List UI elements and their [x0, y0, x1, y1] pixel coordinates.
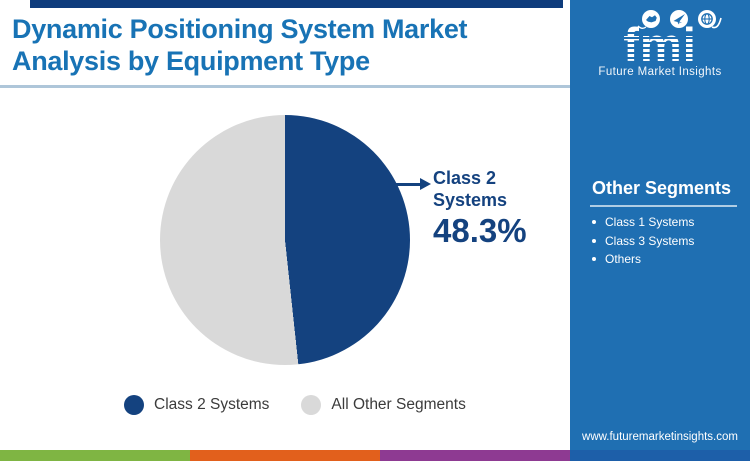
- footer-stripe-orange: [190, 450, 380, 461]
- legend-label-class2: Class 2 Systems: [154, 396, 270, 413]
- callout-arrow-head-icon: [420, 178, 431, 190]
- footer-stripe-green: [0, 450, 190, 461]
- logo-icons: [637, 10, 722, 29]
- footer-color-strip: [0, 450, 570, 461]
- legend-item-other: All Other Segments: [301, 395, 466, 415]
- chart-legend: Class 2 Systems All Other Segments: [124, 395, 466, 415]
- list-item-label: Class 1 Systems: [605, 215, 695, 229]
- legend-dot-other: [301, 395, 322, 415]
- page-title: Dynamic Positioning System Market Analys…: [12, 13, 572, 77]
- pie-callout: Class 2 Systems 48.3%: [433, 167, 527, 249]
- logo-swoosh: [711, 17, 722, 29]
- logo-swoosh-left: [637, 25, 647, 29]
- logo-subtext: Future Market Insights: [598, 66, 722, 78]
- callout-label-line1: Class 2: [433, 168, 497, 188]
- list-item-label: Others: [605, 252, 642, 266]
- logo-wordmark: fmi: [623, 18, 697, 71]
- top-accent-bar: [30, 0, 563, 8]
- bullet-icon: [592, 257, 596, 262]
- sidebar-footer-bar: [570, 450, 750, 461]
- callout-arrow: [393, 183, 421, 186]
- legend-item-class2: Class 2 Systems: [124, 395, 269, 415]
- bullet-icon: [592, 238, 596, 243]
- callout-label-line2: Systems: [433, 190, 508, 210]
- sidebar: fmi Future Market Insights Other Segment…: [570, 0, 750, 450]
- map-icon: [642, 10, 660, 28]
- page-title-line1: Dynamic Positioning System Market: [12, 14, 468, 44]
- fmi-logo: fmi Future Market Insights: [570, 0, 750, 85]
- website-url: www.futuremarketinsights.com: [582, 431, 738, 443]
- pie-chart: [160, 115, 410, 365]
- callout-value: 48.3%: [433, 212, 527, 249]
- plane-icon: [670, 10, 688, 28]
- bullet-icon: [592, 220, 596, 225]
- page-title-line2: Analysis by Equipment Type: [12, 46, 370, 76]
- list-item-class3: Class 3 Systems: [592, 232, 694, 251]
- other-segments-divider: [590, 205, 737, 207]
- other-segments-heading: Other Segments: [592, 178, 732, 198]
- legend-label-other: All Other Segments: [331, 396, 466, 413]
- footer-stripe-purple: [380, 450, 570, 461]
- list-item-label: Class 3 Systems: [605, 233, 695, 248]
- title-divider: [0, 85, 573, 88]
- globe-icon: [698, 10, 716, 28]
- other-segments-list: Class 1 Systems Class 3 Systems Others: [592, 213, 694, 269]
- legend-dot-class2: [124, 395, 144, 415]
- list-item-others: Others: [592, 250, 694, 269]
- list-item-class1: Class 1 Systems: [592, 213, 694, 232]
